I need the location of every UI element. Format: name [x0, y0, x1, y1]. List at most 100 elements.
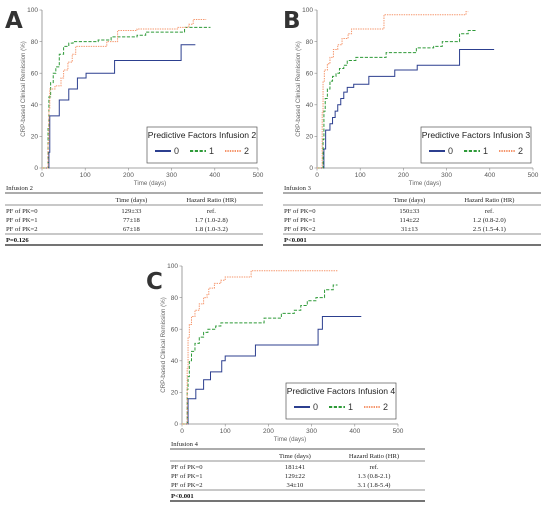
legend-label-0: 0 [448, 146, 453, 156]
x-tick-label: 100 [80, 172, 91, 179]
x-tick-label: 200 [123, 172, 134, 179]
x-tick-label: 0 [180, 428, 184, 435]
table-p-value: P=0.126 [6, 237, 29, 244]
table-title: Infusion 4 [171, 441, 199, 448]
y-tick-label: 0 [34, 165, 38, 172]
legend-label-1: 1 [483, 146, 488, 156]
hazard-table: Infusion 3 Time (days) Hazard Ratio (HR) PF… [283, 185, 541, 246]
y-tick-label: 40 [171, 358, 179, 365]
table-header-cell: Hazard Ratio (HR) [349, 453, 399, 460]
table-cell: 114±22 [399, 217, 419, 224]
table-cell: ref. [485, 208, 494, 215]
legend: Predictive Factors Infusion 3 0 1 2 [420, 126, 532, 164]
y-axis-label: CRP-based Clinical Remission (%) [160, 297, 167, 393]
legend-box [146, 126, 258, 164]
table-cell: 1.2 (0.8-2.0) [473, 217, 506, 224]
table-cell: PF of PK=2 [6, 226, 38, 233]
table-cell: 1.3 (0.8-2.1) [358, 473, 391, 480]
panel-letter: C [146, 269, 163, 295]
panel-letter: B [283, 8, 301, 34]
y-tick-label: 0 [309, 165, 313, 172]
legend: Predictive Factors Infusion 4 0 1 2 [285, 382, 397, 420]
table-cell: 77±18 [123, 217, 141, 224]
x-axis-label: Time (days) [409, 180, 441, 187]
x-tick-label: 300 [441, 172, 452, 179]
table-header-cell: Time (days) [116, 197, 148, 204]
table-cell: 34±10 [287, 482, 305, 489]
table-header-cell: Time (days) [279, 453, 311, 460]
series-line-2 [182, 270, 338, 425]
legend-label-0: 0 [174, 146, 179, 156]
legend-title: Predictive Factors Infusion 2 [148, 130, 257, 140]
x-tick-label: 300 [306, 428, 317, 435]
series-line-0 [317, 49, 495, 169]
y-tick-label: 0 [174, 421, 178, 428]
y-tick-label: 20 [306, 134, 314, 141]
legend-label-2: 2 [518, 146, 523, 156]
table-cell: 181±41 [285, 464, 305, 471]
y-tick-label: 20 [171, 390, 179, 397]
legend-label-1: 1 [348, 402, 353, 412]
table-cell: PF of PK=1 [171, 473, 203, 480]
table-cell: 2.5 (1.5-4.1) [473, 226, 506, 233]
legend-label-0: 0 [313, 402, 318, 412]
hazard-table: Infusion 2 Time (days) Hazard Ratio (HR) PF… [5, 185, 263, 246]
x-tick-label: 0 [315, 172, 319, 179]
series-line-0 [182, 316, 362, 425]
x-tick-label: 100 [220, 428, 231, 435]
legend-title: Predictive Factors Infusion 4 [287, 386, 396, 396]
legend-box [420, 126, 532, 164]
table-p-value: P<0.001 [171, 493, 194, 500]
y-tick-label: 60 [31, 70, 39, 77]
table-header-cell: Time (days) [394, 197, 426, 204]
table-cell: 3.1 (1.8-5.4) [358, 482, 391, 489]
series-line-2 [317, 11, 469, 169]
table-cell: PF of PK=0 [171, 464, 203, 471]
table-cell: 31±13 [401, 226, 419, 233]
x-axis-label: Time (days) [134, 180, 166, 187]
table-cell: 150±33 [399, 208, 420, 215]
table-cell: ref. [370, 464, 379, 471]
series-line-1 [182, 284, 338, 425]
series-line-1 [317, 30, 477, 169]
table-cell: PF of PK=0 [284, 208, 316, 215]
table-cell: 129±22 [285, 473, 305, 480]
legend-label-2: 2 [244, 146, 249, 156]
legend: Predictive Factors Infusion 2 0 1 2 [146, 126, 258, 164]
x-tick-label: 100 [355, 172, 366, 179]
x-tick-label: 400 [349, 428, 360, 435]
table-header-cell: Hazard Ratio (HR) [186, 197, 236, 204]
table-cell: PF of PK=1 [6, 217, 38, 224]
table-cell: 129±33 [121, 208, 142, 215]
table-cell: PF of PK=2 [284, 226, 316, 233]
series-line-2 [42, 18, 207, 169]
x-tick-label: 200 [263, 428, 274, 435]
y-tick-label: 100 [27, 7, 38, 14]
y-tick-label: 40 [306, 102, 314, 109]
x-tick-label: 300 [166, 172, 177, 179]
table-p-value: P<0.001 [284, 237, 307, 244]
x-tick-label: 400 [209, 172, 220, 179]
y-tick-label: 80 [171, 295, 179, 302]
legend-box [285, 382, 397, 420]
y-tick-label: 80 [31, 39, 39, 46]
x-tick-label: 0 [40, 172, 44, 179]
series-line-0 [42, 44, 196, 169]
table-title: Infusion 3 [284, 185, 312, 192]
series-line-1 [42, 26, 211, 169]
x-tick-label: 500 [393, 428, 404, 435]
x-axis-label: Time (days) [274, 436, 306, 443]
legend-title: Predictive Factors Infusion 3 [422, 130, 531, 140]
table-cell: 1.7 (1.0-2.8) [195, 217, 228, 224]
y-axis-label: CRP-based Clinical Remission (%) [20, 41, 27, 137]
y-tick-label: 60 [306, 70, 314, 77]
y-tick-label: 100 [167, 263, 178, 270]
x-tick-label: 500 [253, 172, 264, 179]
table-cell: PF of PK=0 [6, 208, 38, 215]
x-tick-label: 400 [484, 172, 495, 179]
y-tick-label: 80 [306, 39, 314, 46]
table-header-cell: Hazard Ratio (HR) [464, 197, 514, 204]
